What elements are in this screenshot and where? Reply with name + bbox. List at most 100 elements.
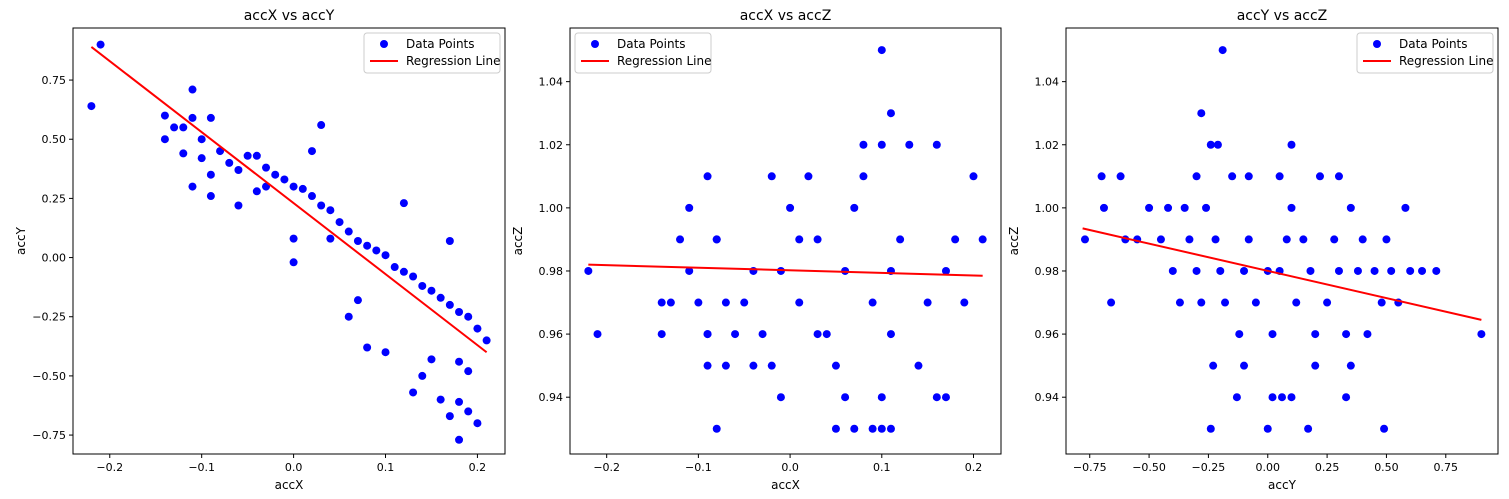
legend-marker	[380, 40, 388, 48]
data-point	[767, 361, 776, 370]
data-point	[1244, 172, 1253, 181]
y-tick-label: 1.00	[539, 202, 564, 215]
x-tick-label: 0.2	[469, 461, 487, 474]
data-point	[721, 298, 730, 307]
data-point	[243, 151, 252, 160]
data-point	[1180, 203, 1189, 212]
data-point	[445, 412, 454, 421]
y-axis-label: accZ	[511, 227, 525, 256]
data-point	[317, 121, 326, 130]
data-point	[307, 147, 316, 156]
data-point	[1185, 235, 1194, 244]
y-tick-label: 1.02	[1035, 139, 1060, 152]
data-point	[1330, 235, 1339, 244]
data-point	[188, 113, 197, 122]
data-point	[914, 361, 923, 370]
data-point	[409, 388, 418, 397]
data-point	[427, 355, 436, 364]
data-point	[399, 267, 408, 276]
data-point	[1221, 298, 1230, 307]
data-point	[905, 140, 914, 149]
data-point	[1164, 203, 1173, 212]
data-layer	[1080, 46, 1486, 433]
x-tick-label: −0.2	[593, 461, 620, 474]
data-point	[1175, 298, 1184, 307]
x-tick-label: −0.50	[1132, 461, 1166, 474]
subplot-title: accX vs accY	[244, 8, 335, 24]
data-point	[1363, 330, 1372, 339]
data-point	[1380, 424, 1389, 433]
data-point	[685, 266, 694, 275]
data-point	[160, 111, 169, 120]
data-point	[666, 298, 675, 307]
x-tick-label: 0.75	[1434, 461, 1459, 474]
y-tick-label: 1.04	[1035, 76, 1060, 89]
data-point	[188, 182, 197, 191]
data-point	[1206, 140, 1215, 149]
x-tick-label: 0.50	[1374, 461, 1399, 474]
data-point	[96, 40, 105, 49]
data-point	[657, 298, 666, 307]
data-point	[1216, 266, 1225, 275]
data-point	[1346, 203, 1355, 212]
data-point	[1218, 46, 1227, 55]
subplot-title: accY vs accZ	[1237, 8, 1328, 24]
data-point	[877, 140, 886, 149]
data-point	[206, 192, 215, 201]
data-point	[868, 298, 877, 307]
y-tick-label: 1.00	[1035, 202, 1060, 215]
data-point	[694, 298, 703, 307]
data-point	[1304, 424, 1313, 433]
data-point	[1168, 266, 1177, 275]
y-tick-label: −0.50	[32, 370, 66, 383]
data-point	[464, 407, 473, 416]
subplot-title: accX vs accZ	[740, 8, 832, 24]
data-point	[326, 234, 335, 243]
data-point	[234, 201, 243, 210]
data-point	[1228, 172, 1237, 181]
data-point	[1197, 298, 1206, 307]
data-point	[877, 393, 886, 402]
data-point	[1299, 235, 1308, 244]
data-point	[786, 203, 795, 212]
data-point	[1251, 298, 1260, 307]
data-point	[390, 263, 399, 272]
data-point	[896, 235, 905, 244]
data-point	[87, 102, 96, 111]
data-point	[1192, 172, 1201, 181]
data-point	[1211, 235, 1220, 244]
data-point	[740, 298, 749, 307]
data-point	[1263, 424, 1272, 433]
y-tick-label: −0.25	[32, 311, 66, 324]
legend-label: Data Points	[1399, 37, 1468, 51]
data-point	[712, 235, 721, 244]
y-tick-label: 0.98	[1035, 265, 1060, 278]
data-point	[455, 308, 464, 316]
data-point	[969, 172, 978, 181]
data-point	[1353, 266, 1362, 275]
legend: Data Points Regression Line	[363, 32, 501, 74]
data-point	[252, 151, 261, 160]
data-point	[473, 419, 482, 428]
x-tick-label: −0.1	[188, 461, 215, 474]
data-point	[960, 298, 969, 307]
data-point	[1346, 361, 1355, 370]
data-point	[225, 158, 234, 167]
data-point	[1278, 393, 1286, 402]
legend-box	[363, 32, 501, 74]
legend-box	[1356, 32, 1494, 74]
regression-line	[90, 46, 488, 354]
y-axis-label: accY	[14, 226, 28, 255]
y-tick-label: 1.02	[539, 139, 564, 152]
data-point	[353, 237, 362, 245]
data-point	[455, 397, 464, 406]
data-point	[1209, 361, 1218, 370]
data-point	[1240, 266, 1249, 275]
data-point	[749, 266, 758, 275]
data-point	[179, 149, 188, 158]
data-point	[951, 235, 960, 244]
data-point	[703, 172, 712, 181]
data-point	[877, 46, 886, 55]
data-point	[593, 330, 602, 339]
data-point	[841, 393, 850, 402]
